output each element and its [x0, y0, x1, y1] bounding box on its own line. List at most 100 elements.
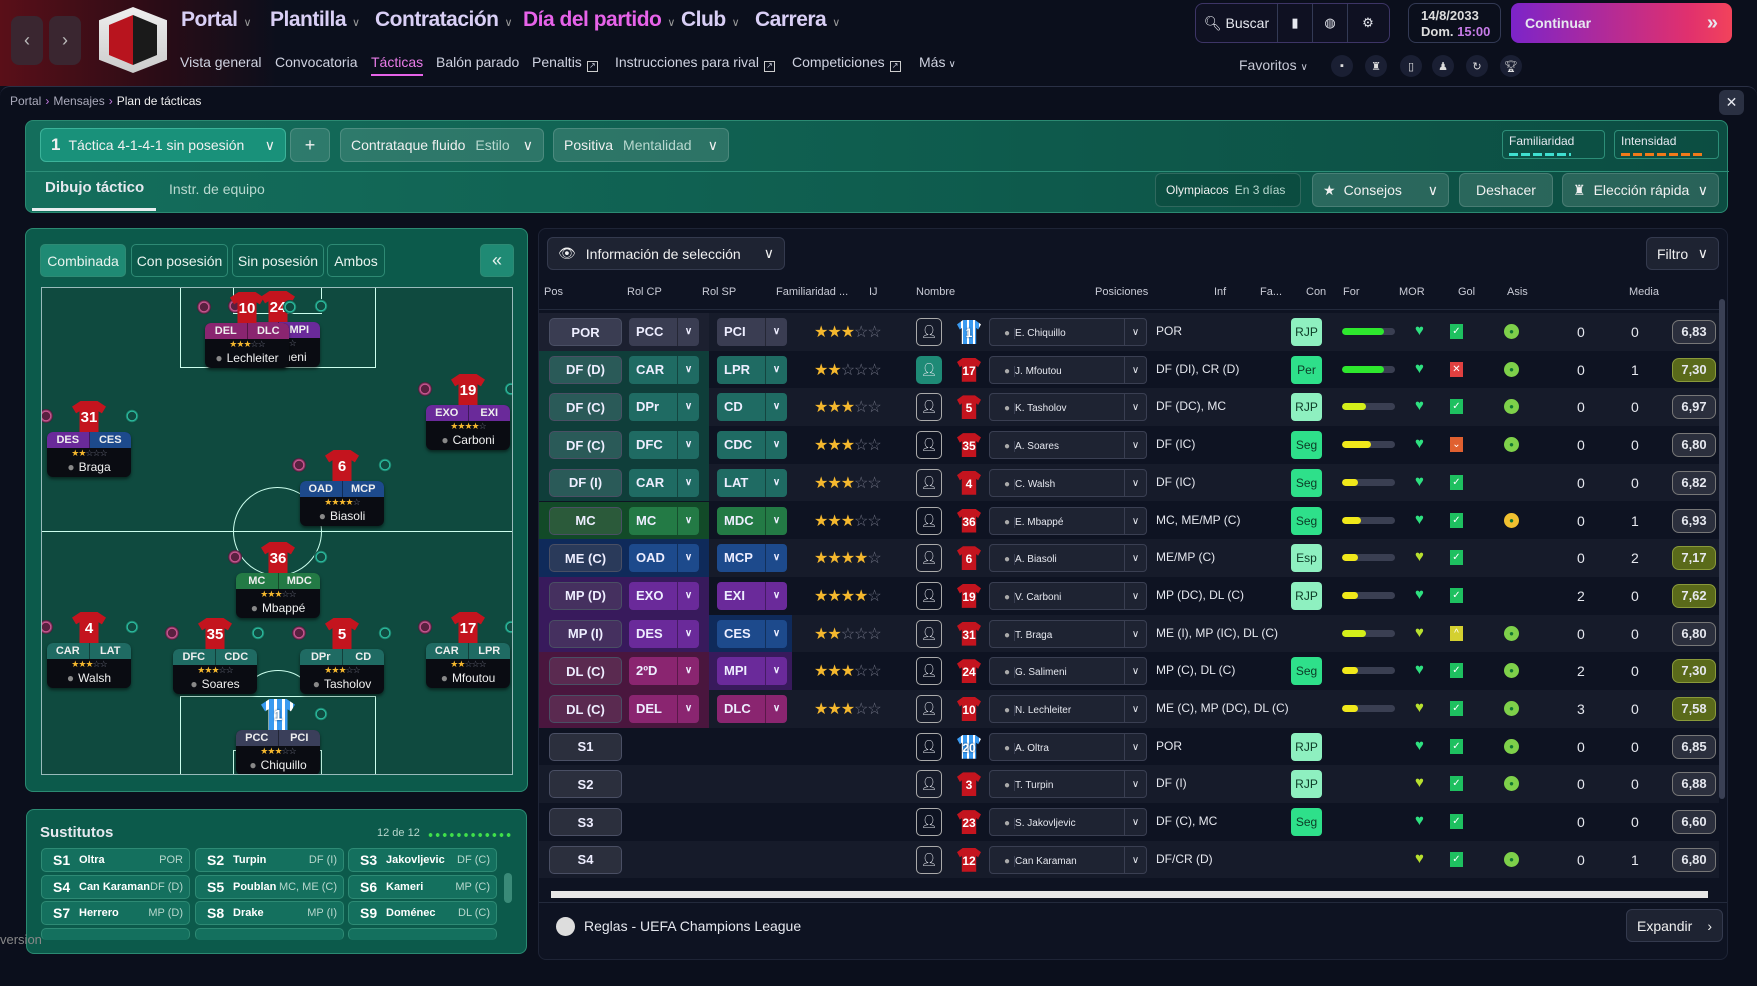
- vertical-scrollbar[interactable]: [1719, 299, 1725, 799]
- position-button[interactable]: ME (C): [549, 544, 622, 573]
- table-row[interactable]: S4 👤︎ 12 ● Can Karaman ∨ DF/CR (D) ♥ ✓ ● 0 1 6,80: [539, 840, 1719, 879]
- pitch-player[interactable]: 35 DFC CDC ★★★☆☆ ● Soares: [165, 618, 265, 694]
- position-button[interactable]: S3: [549, 808, 622, 837]
- player-select[interactable]: ● Can Karaman ∨: [989, 845, 1147, 874]
- role-out-possession-select[interactable]: LPR ∨: [717, 355, 787, 384]
- continue-button[interactable]: Continuar »: [1511, 3, 1732, 43]
- person-icon[interactable]: 👤︎: [916, 393, 942, 422]
- tab-in-possession[interactable]: Con posesión: [131, 244, 228, 277]
- position-button[interactable]: S2: [549, 770, 622, 799]
- person-icon[interactable]: 👤︎: [916, 845, 942, 874]
- undo-button[interactable]: Deshacer: [1459, 173, 1553, 207]
- role-out-possession-select[interactable]: MPI ∨: [717, 657, 787, 686]
- column-header[interactable]: For: [1343, 286, 1360, 298]
- position-button[interactable]: MP (D): [549, 581, 622, 610]
- substitute-card[interactable]: [41, 928, 190, 940]
- subnav-6[interactable]: Competiciones ↗: [792, 54, 901, 72]
- staff-icon[interactable]: ♟: [1432, 55, 1454, 77]
- subnav-1[interactable]: Convocatoria: [275, 54, 358, 70]
- person-icon[interactable]: 👤︎: [916, 468, 942, 497]
- subnav-7[interactable]: Más ∨: [919, 54, 956, 70]
- player-select[interactable]: ● E. Chiquillo ∨: [989, 318, 1147, 346]
- column-header[interactable]: Inf: [1214, 286, 1227, 298]
- substitute-card[interactable]: S9 Doménec DL (C): [348, 901, 497, 925]
- tactic-selector[interactable]: 1 Táctica 4-1-4-1 sin posesión ∨: [40, 128, 286, 162]
- collapse-double-chevron-icon[interactable]: «: [480, 244, 514, 277]
- player-select[interactable]: ● T. Braga ∨: [989, 619, 1147, 648]
- role-in-possession-select[interactable]: CAR ∨: [629, 355, 699, 384]
- role-in-possession-select[interactable]: DEL ∨: [629, 695, 699, 723]
- position-button[interactable]: S4: [549, 845, 622, 874]
- pitch-player[interactable]: 17 CAR LPR ★★☆☆☆ ● Mfoutou: [418, 612, 512, 688]
- role-out-possession-select[interactable]: DLC ∨: [717, 695, 787, 723]
- info-badge[interactable]: RJP: [1291, 581, 1322, 610]
- table-row[interactable]: DF (C) DFC ∨ CDC ∨ ★★★☆☆ 👤︎ 35 ● A. Soares ∨ DF (IC…: [539, 426, 1719, 464]
- refresh-icon[interactable]: ↻: [1466, 55, 1488, 77]
- table-row[interactable]: POR PCC ∨ PCI ∨ ★★★☆☆ 👤︎ 1 ● E. Chiquillo ∨ POR RJP ♥…: [539, 313, 1719, 351]
- player-select[interactable]: ● G. Salimeni ∨: [989, 657, 1147, 686]
- player-select[interactable]: ● N. Lechleiter ∨: [989, 695, 1147, 723]
- role-in-possession-select[interactable]: CAR ∨: [629, 468, 699, 497]
- position-button[interactable]: DF (C): [549, 393, 622, 422]
- role-out-possession-select[interactable]: LAT ∨: [717, 468, 787, 497]
- subnav-2[interactable]: Tácticas: [371, 54, 424, 76]
- column-header[interactable]: Familiaridad ...: [776, 286, 849, 298]
- role-out-possession-select[interactable]: CDC ∨: [717, 431, 787, 460]
- tab-out-of-possession[interactable]: Sin posesión: [232, 244, 324, 277]
- pitch-player[interactable]: 10 DEL DLC ★★★☆☆ ● Lechleiter: [197, 292, 297, 368]
- nav-2[interactable]: Contratación ∨: [375, 8, 513, 32]
- scrollbar[interactable]: [504, 873, 512, 903]
- column-header[interactable]: Media: [1629, 286, 1659, 298]
- settings-gear-icon[interactable]: ⚙: [1362, 15, 1374, 30]
- next-opponent[interactable]: Olympiacos En 3 días: [1155, 173, 1301, 207]
- position-button[interactable]: S1: [549, 732, 622, 761]
- person-icon[interactable]: 👤︎: [916, 431, 942, 460]
- substitute-card[interactable]: S6 Kameri MP (C): [348, 874, 497, 899]
- table-row[interactable]: S3 👤︎ 23 ● S. Jakovljevic ∨ DF (C), MC Seg ♥ ✓ 0 0 6…: [539, 803, 1719, 841]
- position-button[interactable]: POR: [549, 318, 622, 346]
- chat-icon[interactable]: ▪: [1331, 55, 1353, 77]
- role-out-possession-select[interactable]: CD ∨: [717, 393, 787, 422]
- info-selector[interactable]: 👁︎ Información de selección ∨: [547, 237, 785, 270]
- competition-rules[interactable]: Reglas - UEFA Champions League: [584, 918, 802, 934]
- quick-pick-button[interactable]: ♜ Elección rápida ∨: [1562, 173, 1719, 207]
- info-badge[interactable]: Seg: [1291, 506, 1322, 535]
- pitch-player[interactable]: 1 PCC PCI ★★★☆☆ ● Chiquillo: [236, 699, 328, 774]
- role-out-possession-select[interactable]: EXI ∨: [717, 581, 787, 610]
- person-icon[interactable]: 👤︎: [916, 619, 942, 648]
- position-button[interactable]: DF (I): [549, 468, 622, 497]
- column-header[interactable]: Fa...: [1260, 286, 1283, 298]
- horizontal-scrollbar[interactable]: [551, 891, 1708, 898]
- substitute-card[interactable]: [348, 928, 497, 940]
- role-in-possession-select[interactable]: DPr ∨: [629, 393, 699, 422]
- subnav-4[interactable]: Penaltis ↗: [532, 54, 598, 72]
- pitch-player[interactable]: 19 EXO EXI ★★★★☆ ● Carboni: [418, 374, 512, 450]
- player-select[interactable]: ● C. Walsh ∨: [989, 468, 1147, 497]
- player-select[interactable]: ● A. Biasoli ∨: [989, 544, 1147, 573]
- pitch-player[interactable]: 6 OAD MCP ★★★★☆ ● Biasoli: [292, 450, 392, 526]
- info-badge[interactable]: RJP: [1291, 770, 1322, 799]
- substitute-card[interactable]: S8 Drake MP (I): [195, 901, 344, 925]
- role-out-possession-select[interactable]: PCI ∨: [717, 318, 787, 346]
- clipboard-icon[interactable]: ▯: [1400, 55, 1422, 77]
- role-out-possession-select[interactable]: MDC ∨: [717, 506, 787, 535]
- role-in-possession-select[interactable]: OAD ∨: [629, 544, 699, 573]
- role-in-possession-select[interactable]: PCC ∨: [629, 318, 699, 346]
- column-header[interactable]: Posiciones: [1095, 286, 1149, 298]
- player-select[interactable]: ● K. Tasholov ∨: [989, 393, 1147, 422]
- substitute-card[interactable]: S4 Can Karaman DF (D): [41, 874, 190, 899]
- position-button[interactable]: MP (I): [549, 619, 622, 648]
- pitch-player[interactable]: 31 DES CES ★★☆☆☆ ● Braga: [42, 401, 139, 477]
- column-header[interactable]: Pos: [544, 286, 563, 298]
- column-header[interactable]: IJ: [869, 286, 878, 298]
- favorites-dropdown[interactable]: Favoritos ∨: [1239, 57, 1308, 73]
- player-select[interactable]: ● J. Mfoutou ∨: [989, 355, 1147, 384]
- trophy-icon[interactable]: 🏆︎: [1500, 55, 1522, 77]
- globe-icon[interactable]: ◍: [1313, 4, 1348, 42]
- breadcrumb-portal[interactable]: Portal: [10, 94, 42, 108]
- person-icon[interactable]: 👤︎: [916, 581, 942, 610]
- column-header[interactable]: Rol CP: [627, 286, 662, 298]
- subnav-5[interactable]: Instrucciones para rival ↗: [615, 54, 775, 72]
- person-icon[interactable]: 👤︎: [916, 318, 942, 346]
- position-button[interactable]: DL (C): [549, 695, 622, 723]
